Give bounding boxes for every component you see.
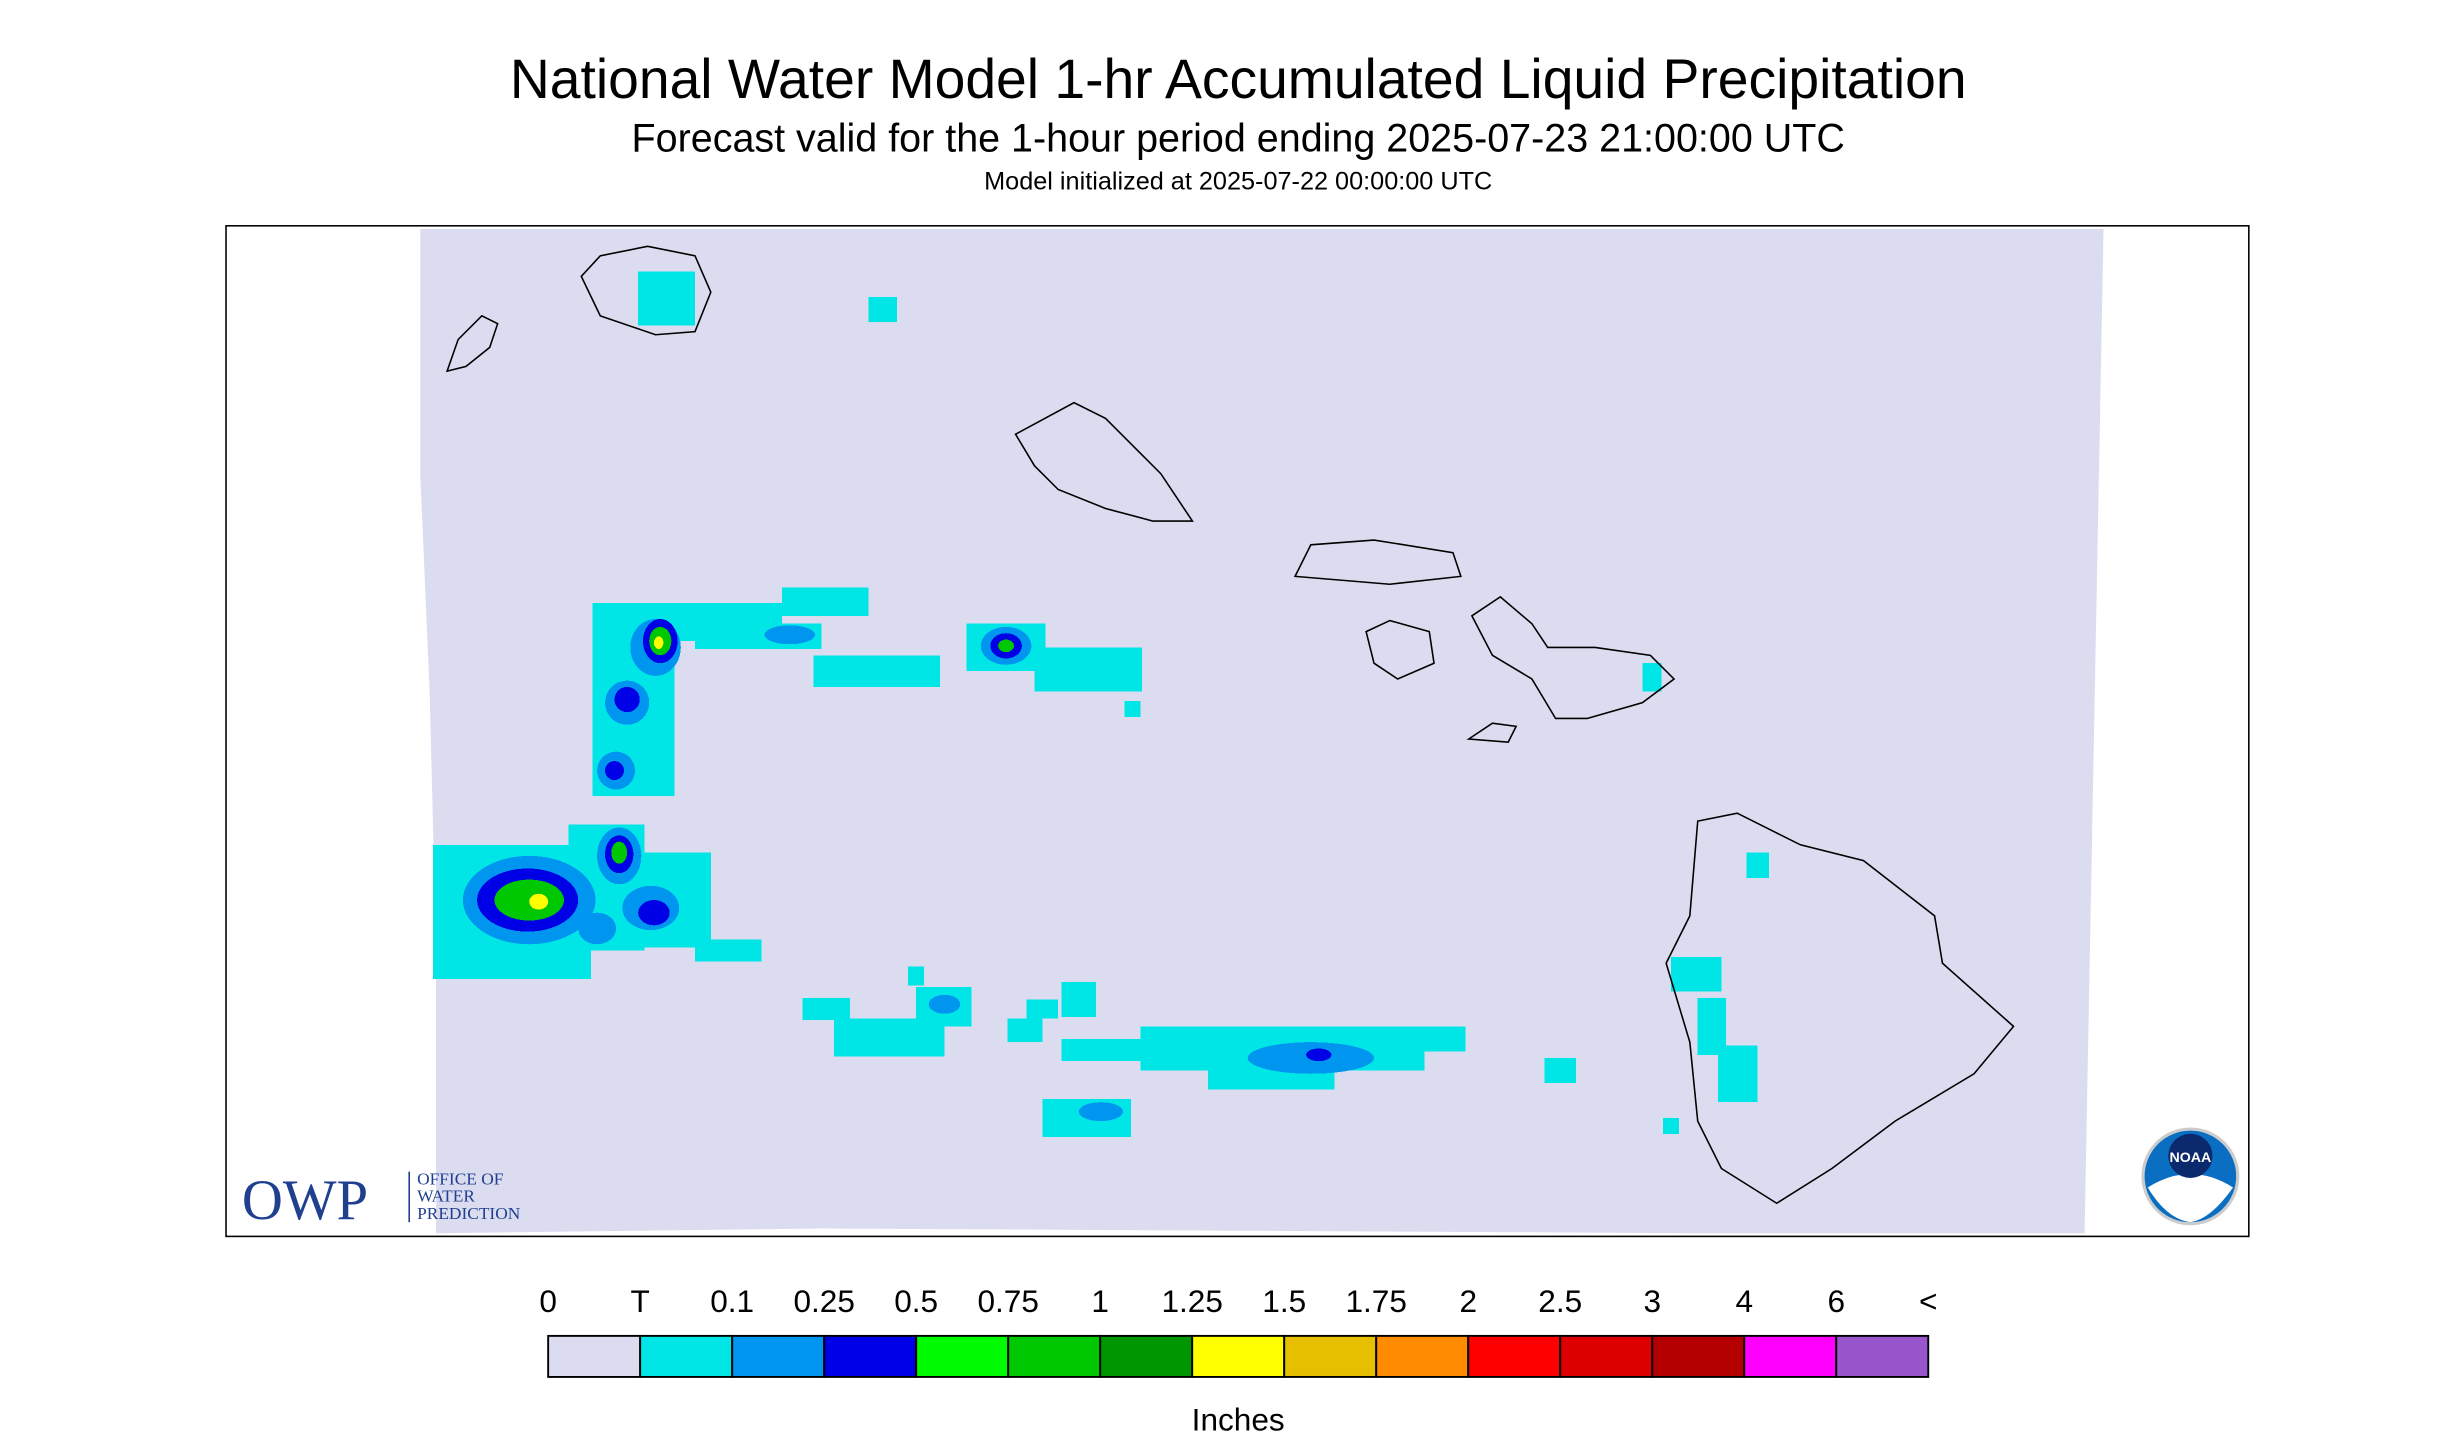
legend-label: 2.5 xyxy=(1538,1283,1582,1319)
legend-swatch xyxy=(1743,1334,1838,1378)
owp-line: OFFICE OF xyxy=(417,1169,504,1188)
init-time: Model initialized at 2025-07-22 00:00:00… xyxy=(984,167,1492,195)
legend-label: 6 xyxy=(1827,1283,1845,1319)
legend-swatch xyxy=(1191,1334,1286,1378)
noaa-badge xyxy=(2168,1133,2213,1178)
legend-swatch xyxy=(1835,1334,1930,1378)
legend-label: 3 xyxy=(1643,1283,1661,1319)
legend-swatch xyxy=(1099,1334,1194,1378)
precipitation xyxy=(432,271,1769,1137)
coastlines xyxy=(445,245,2015,1205)
owp-logo: OWP xyxy=(242,1169,368,1232)
legend-label: 0.1 xyxy=(710,1283,754,1319)
noaa-text: NOAA xyxy=(2169,1150,2211,1166)
legend-label: 0 xyxy=(539,1283,557,1319)
legend-swatch xyxy=(731,1334,826,1378)
legend-unit: Inches xyxy=(1192,1402,1285,1438)
owp-line: WATER xyxy=(417,1187,475,1206)
owp-line: PREDICTION xyxy=(417,1204,521,1223)
legend-swatch xyxy=(547,1334,642,1378)
legend-label: 1.5 xyxy=(1262,1283,1306,1319)
legend-swatch xyxy=(1467,1334,1562,1378)
legend-label: 0.25 xyxy=(793,1283,854,1319)
legend-swatch xyxy=(1283,1334,1378,1378)
noaa-gull xyxy=(2147,1174,2234,1223)
legend-swatch xyxy=(823,1334,918,1378)
legend-label: < xyxy=(1919,1283,1937,1319)
legend-swatch xyxy=(915,1334,1010,1378)
legend-label: 1 xyxy=(1091,1283,1109,1319)
subtitle: Forecast valid for the 1-hour period end… xyxy=(632,117,1845,161)
legend-swatch xyxy=(1651,1334,1746,1378)
legend-label: 0.5 xyxy=(894,1283,938,1319)
legend-swatch xyxy=(639,1334,734,1378)
title: National Water Model 1-hr Accumulated Li… xyxy=(510,48,1967,110)
legend: 0 T 0.1 0.25 0.5 0.75 1 1.25 1.5 1.75 2 2.5 3 4 6 < xyxy=(539,1283,1937,1378)
legend-swatch xyxy=(1559,1334,1654,1378)
legend-label: 2 xyxy=(1459,1283,1477,1319)
legend-label: 1.25 xyxy=(1161,1283,1222,1319)
legend-label: T xyxy=(631,1283,650,1319)
legend-swatch xyxy=(1007,1334,1102,1378)
legend-label: 0.75 xyxy=(977,1283,1038,1319)
legend-label: 4 xyxy=(1735,1283,1753,1319)
legend-swatch xyxy=(1375,1334,1470,1378)
legend-label: 1.75 xyxy=(1345,1283,1406,1319)
